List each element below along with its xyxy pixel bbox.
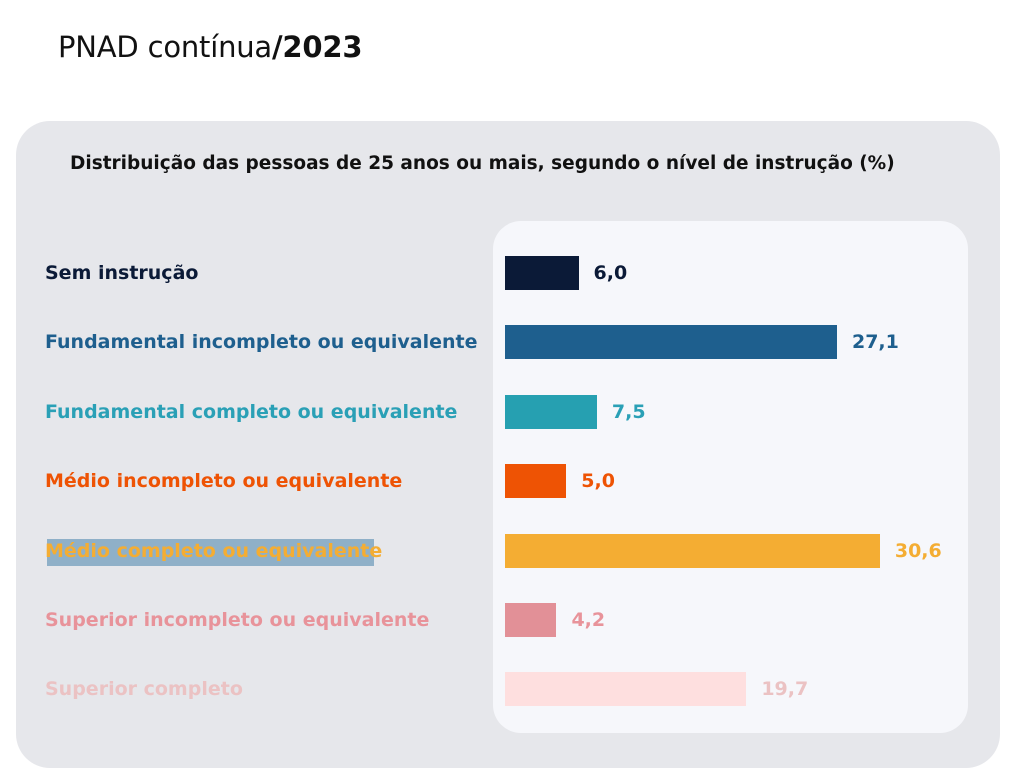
bar — [505, 603, 557, 637]
category-label: Fundamental completo ou equivalente — [45, 400, 458, 423]
data-label: 5,0 — [581, 470, 615, 493]
data-label: 6,0 — [593, 262, 628, 284]
bar — [505, 672, 747, 707]
plot-panel — [493, 221, 968, 733]
category-label: Médio completo ou equivalente — [45, 539, 383, 562]
category-label: Sem instrução — [45, 262, 199, 284]
chart-title: Distribuição das pessoas de 25 anos ou m… — [70, 153, 895, 174]
category-label: Médio incompleto ou equivalente — [45, 470, 403, 493]
data-label: 4,2 — [571, 609, 606, 631]
bar — [505, 533, 880, 568]
data-label: 30,6 — [894, 539, 942, 562]
category-label: Fundamental incompleto ou equivalente — [45, 331, 478, 354]
page-title-year: /2023 — [272, 30, 363, 64]
data-label: 27,1 — [851, 331, 899, 354]
bar — [505, 256, 579, 290]
page-title-prefix: PNAD contínua — [58, 30, 272, 64]
data-label: 19,7 — [761, 678, 809, 701]
bar — [505, 325, 837, 360]
category-label: Superior incompleto ou equivalente — [45, 609, 430, 631]
bar — [505, 394, 597, 429]
page-title: PNAD contínua/2023 — [58, 30, 363, 64]
data-label: 7,5 — [611, 400, 646, 423]
bar — [505, 464, 567, 499]
text-selection-highlight — [47, 539, 374, 566]
category-label: Superior completo — [45, 678, 243, 701]
